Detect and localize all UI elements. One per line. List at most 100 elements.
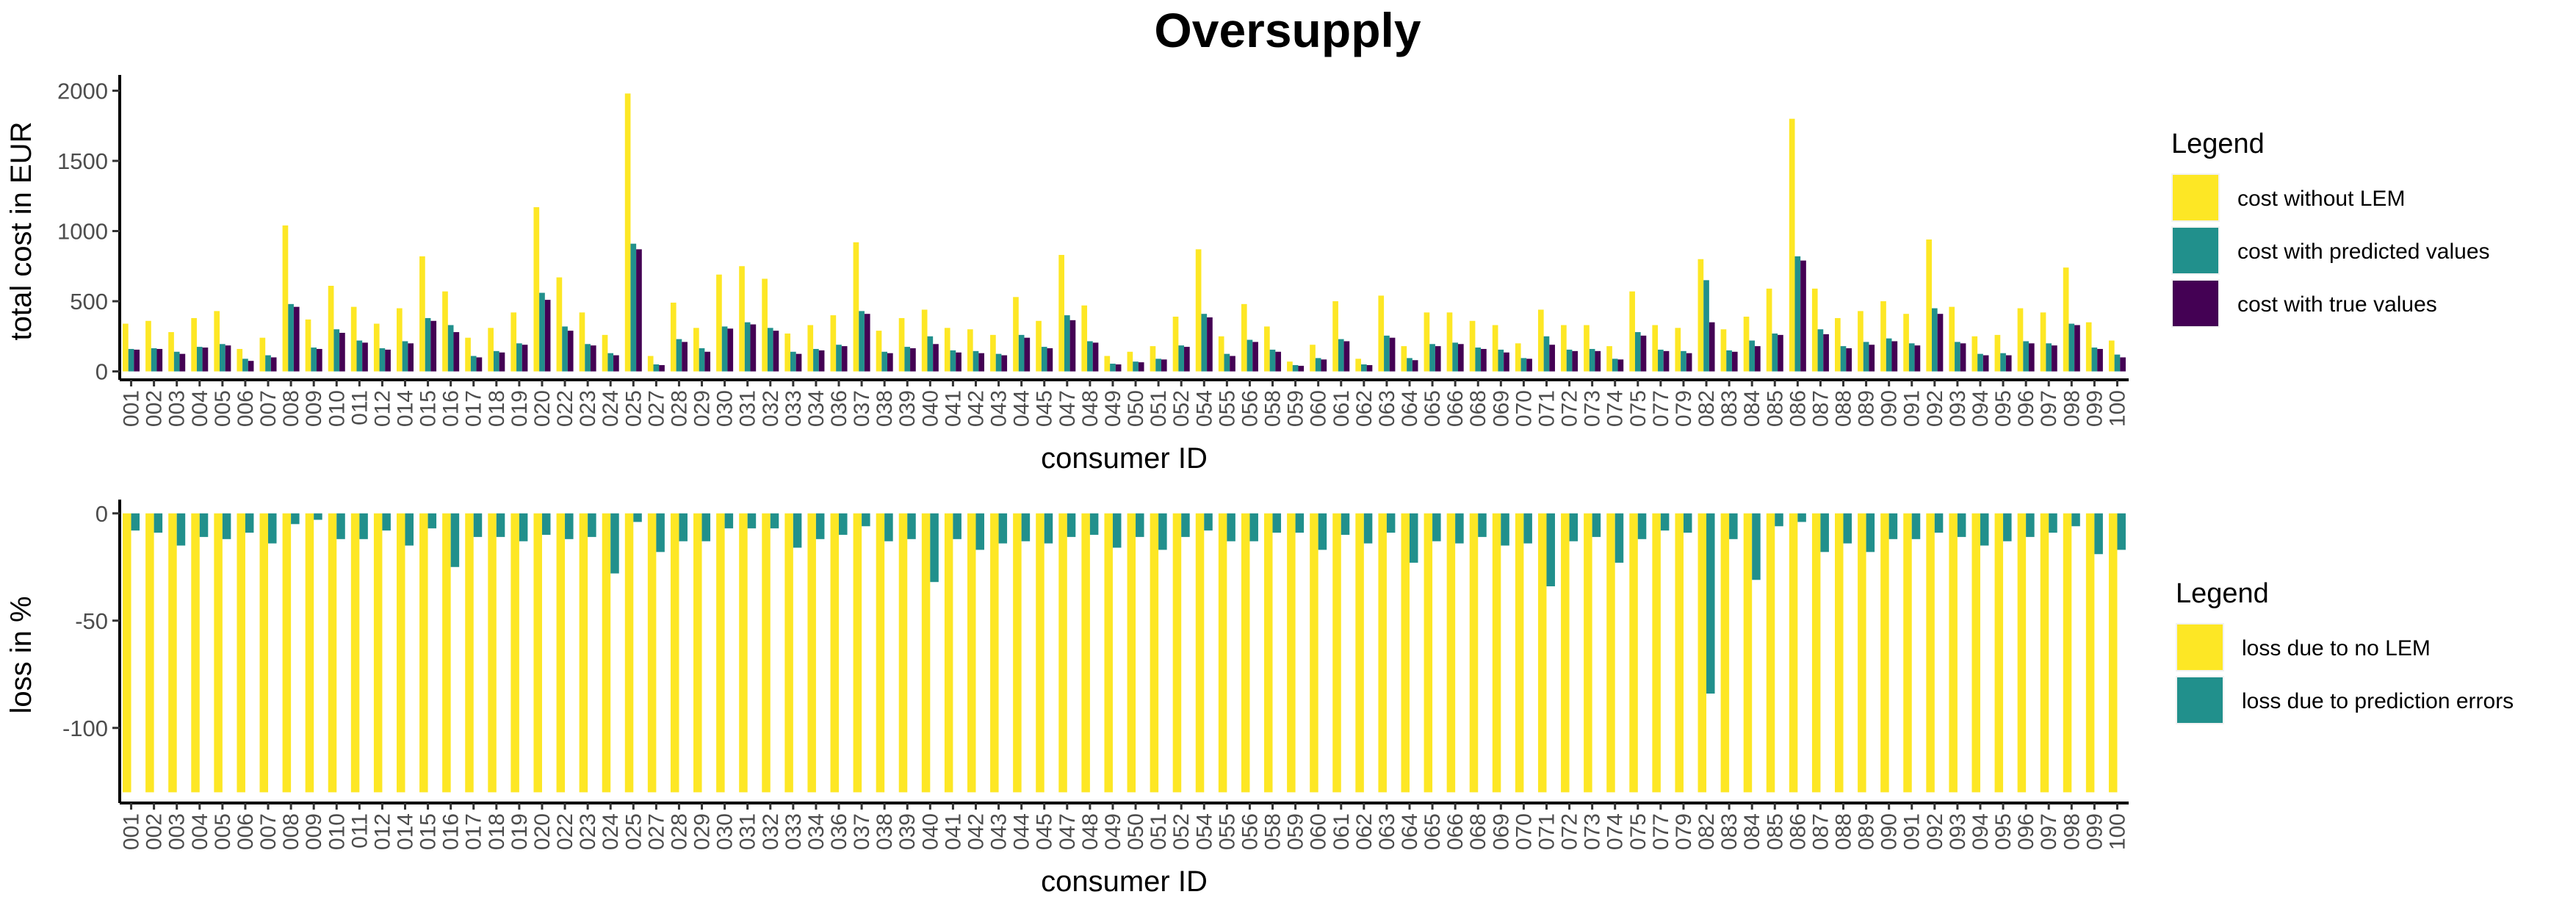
cost-legend: Legend cost without LEM cost with predicte… xyxy=(2171,129,2490,328)
bar-loss-054-0 xyxy=(1195,513,1205,793)
bar-loss-084-0 xyxy=(1743,513,1753,793)
bar-loss-030-0 xyxy=(716,513,725,793)
bar-cost-011-1 xyxy=(356,340,363,372)
x-tick-label: 008 xyxy=(279,813,303,850)
x-tick-label: 086 xyxy=(1786,390,1810,427)
bar-loss-087-0 xyxy=(1811,513,1821,793)
x-tick-label: 071 xyxy=(1534,390,1559,427)
bar-loss-001-0 xyxy=(123,513,131,793)
bar-cost-095-1 xyxy=(2000,353,2006,372)
x-tick-label: 047 xyxy=(1056,390,1080,427)
bar-loss-037-1 xyxy=(862,513,870,527)
x-tick-label: 010 xyxy=(325,813,349,850)
bar-cost-034-0 xyxy=(807,325,814,372)
bar-loss-061-0 xyxy=(1332,513,1341,793)
bar-loss-054-1 xyxy=(1204,513,1213,531)
bar-loss-014-1 xyxy=(405,513,414,546)
series-cost-2 xyxy=(134,249,2126,372)
bar-cost-024-1 xyxy=(607,353,614,372)
bar-cost-090-0 xyxy=(1880,301,1886,372)
legend-title: Legend xyxy=(2176,578,2269,609)
bar-loss-077-0 xyxy=(1652,513,1661,793)
x-tick-label: 086 xyxy=(1786,813,1810,850)
bar-loss-042-1 xyxy=(975,513,984,550)
bar-cost-082-2 xyxy=(1709,322,1715,372)
bar-loss-050-0 xyxy=(1127,513,1136,793)
bar-cost-029-2 xyxy=(704,351,711,372)
bar-cost-049-0 xyxy=(1104,356,1111,372)
bar-cost-073-0 xyxy=(1584,325,1590,372)
bar-cost-032-2 xyxy=(773,331,779,372)
x-tick-label: 011 xyxy=(347,813,372,849)
x-tick-label: 073 xyxy=(1581,813,1605,850)
x-tick-label: 074 xyxy=(1603,390,1628,427)
bar-cost-031-2 xyxy=(750,324,757,372)
x-tick-label: 009 xyxy=(302,813,326,850)
x-tick-label: 079 xyxy=(1672,390,1696,427)
x-tick-label: 005 xyxy=(211,813,235,850)
bar-cost-095-2 xyxy=(2005,355,2012,372)
x-tick-label: 039 xyxy=(895,813,920,850)
bar-cost-037-2 xyxy=(864,314,870,372)
bar-cost-085-0 xyxy=(1766,288,1772,372)
bar-loss-028-0 xyxy=(670,513,679,793)
bar-loss-052-1 xyxy=(1181,513,1190,537)
bar-cost-032-1 xyxy=(767,328,773,372)
x-tick-label: 003 xyxy=(165,390,190,427)
bar-loss-022-0 xyxy=(556,513,566,793)
x-tick-label: 032 xyxy=(759,390,783,427)
bar-loss-023-0 xyxy=(579,513,588,793)
bar-cost-087-2 xyxy=(1823,334,1829,372)
x-tick-label: 083 xyxy=(1717,390,1742,427)
bar-cost-066-0 xyxy=(1446,312,1453,372)
bar-loss-058-0 xyxy=(1264,513,1273,793)
x-tick-label: 028 xyxy=(667,813,691,850)
bar-cost-096-0 xyxy=(2017,308,2024,372)
x-tick-label: 058 xyxy=(1261,390,1285,427)
bar-loss-063-0 xyxy=(1378,513,1387,793)
bar-cost-068-0 xyxy=(1469,320,1476,372)
bar-cost-093-1 xyxy=(1955,342,1960,372)
bar-loss-041-1 xyxy=(953,513,962,539)
bar-cost-051-1 xyxy=(1155,359,1161,372)
bar-cost-089-0 xyxy=(1858,311,1864,372)
bar-cost-048-0 xyxy=(1081,305,1088,372)
legend-swatch-0 xyxy=(2173,175,2218,220)
bar-loss-066-1 xyxy=(1455,513,1464,544)
bar-cost-088-0 xyxy=(1835,317,1841,372)
bar-loss-083-1 xyxy=(1729,513,1738,539)
bar-cost-069-1 xyxy=(1498,349,1504,372)
y-axis-title: total cost in EUR xyxy=(5,122,37,341)
bar-loss-036-0 xyxy=(830,513,840,793)
legend-label-1: cost with predicted values xyxy=(2237,240,2490,264)
bar-cost-072-1 xyxy=(1566,349,1573,372)
x-tick-label: 058 xyxy=(1261,813,1285,850)
x-tick-label: 098 xyxy=(2060,390,2084,427)
x-tick-label: 056 xyxy=(1238,390,1262,427)
bar-cost-041-0 xyxy=(944,328,950,372)
bar-loss-014-0 xyxy=(396,513,405,793)
bar-loss-088-1 xyxy=(1843,513,1852,544)
x-tick-label: 077 xyxy=(1649,813,1673,850)
bar-cost-090-1 xyxy=(1886,338,1892,372)
bar-loss-079-1 xyxy=(1683,513,1692,533)
bar-loss-093-0 xyxy=(1949,513,1958,793)
x-tick-label: 043 xyxy=(987,813,1011,850)
bar-loss-062-1 xyxy=(1363,513,1373,544)
bar-cost-100-1 xyxy=(2114,354,2121,372)
x-tick-label: 006 xyxy=(234,390,258,427)
cost-chart-panel: 0500100015002000001002003004005006007008… xyxy=(5,75,2129,475)
x-tick-label: 003 xyxy=(165,813,190,850)
bar-loss-082-1 xyxy=(1706,513,1715,694)
y-tick-label: 1000 xyxy=(57,219,108,245)
bar-loss-040-0 xyxy=(921,513,931,793)
bar-cost-082-1 xyxy=(1703,280,1709,372)
x-tick-label: 030 xyxy=(713,390,737,427)
bar-cost-015-2 xyxy=(430,320,437,372)
x-tick-label: 017 xyxy=(462,390,486,427)
x-tick-label: 015 xyxy=(416,813,441,850)
bar-cost-058-0 xyxy=(1264,326,1270,372)
bar-cost-090-2 xyxy=(1891,341,1898,372)
bar-cost-001-2 xyxy=(134,349,140,372)
bar-loss-027-0 xyxy=(647,513,657,793)
